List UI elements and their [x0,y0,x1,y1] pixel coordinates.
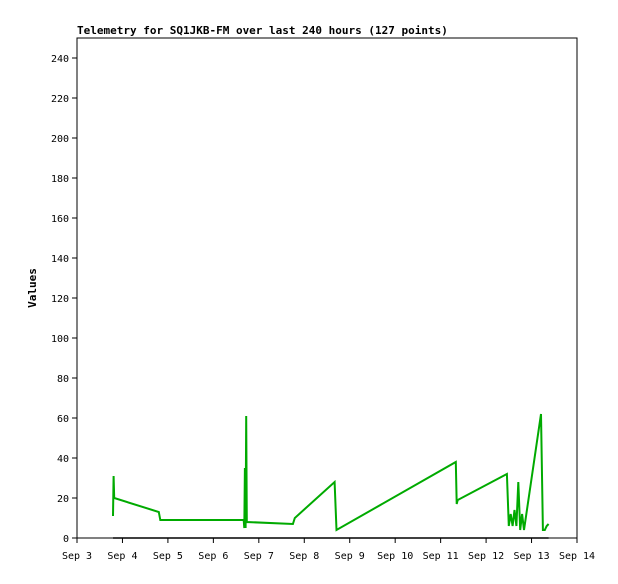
y-tick-label: 200 [51,134,69,145]
y-tick-label: 20 [57,494,69,505]
y-tick-label: 120 [51,294,69,305]
y-tick-label: 60 [57,414,69,425]
series-line-1 [112,413,550,532]
y-tick-label: 240 [51,54,69,65]
y-tick-label: 140 [51,254,69,265]
x-tick-label: Sep 11 [423,551,459,562]
x-tick-label: Sep 6 [198,551,228,562]
y-tick-label: 0 [63,534,69,545]
y-tick-label: 220 [51,94,69,105]
x-tick-label: Sep 4 [107,551,137,562]
x-tick-label: Sep 14 [559,551,595,562]
x-tick-label: Sep 9 [335,551,365,562]
y-axis-ticks: 0 20 40 60 80 100 120 140 160 180 200 220 240 [51,54,77,545]
x-tick-label: Sep 5 [153,551,183,562]
y-axis-label: Values [26,268,39,308]
y-tick-label: 160 [51,214,69,225]
x-tick-label: Sep 13 [513,551,549,562]
x-tick-label: Sep 8 [289,551,319,562]
series-layer [112,413,550,539]
x-tick-label: Sep 3 [62,551,92,562]
y-tick-label: 100 [51,334,69,345]
y-tick-label: 40 [57,454,69,465]
plot-frame [76,37,578,539]
x-tick-label: Sep 10 [377,551,413,562]
y-tick-label: 180 [51,174,69,185]
y-tick-label: 80 [57,374,69,385]
x-tick-label: Sep 12 [468,551,504,562]
x-axis-ticks: Sep 3 Sep 4 Sep 5 Sep 6 Sep 7 Sep 8 Sep 9 Sep 1… [62,538,595,562]
chart-title: Telemetry for SQ1JKB-FM over last 240 ho… [77,24,448,37]
x-tick-label: Sep 7 [244,551,274,562]
